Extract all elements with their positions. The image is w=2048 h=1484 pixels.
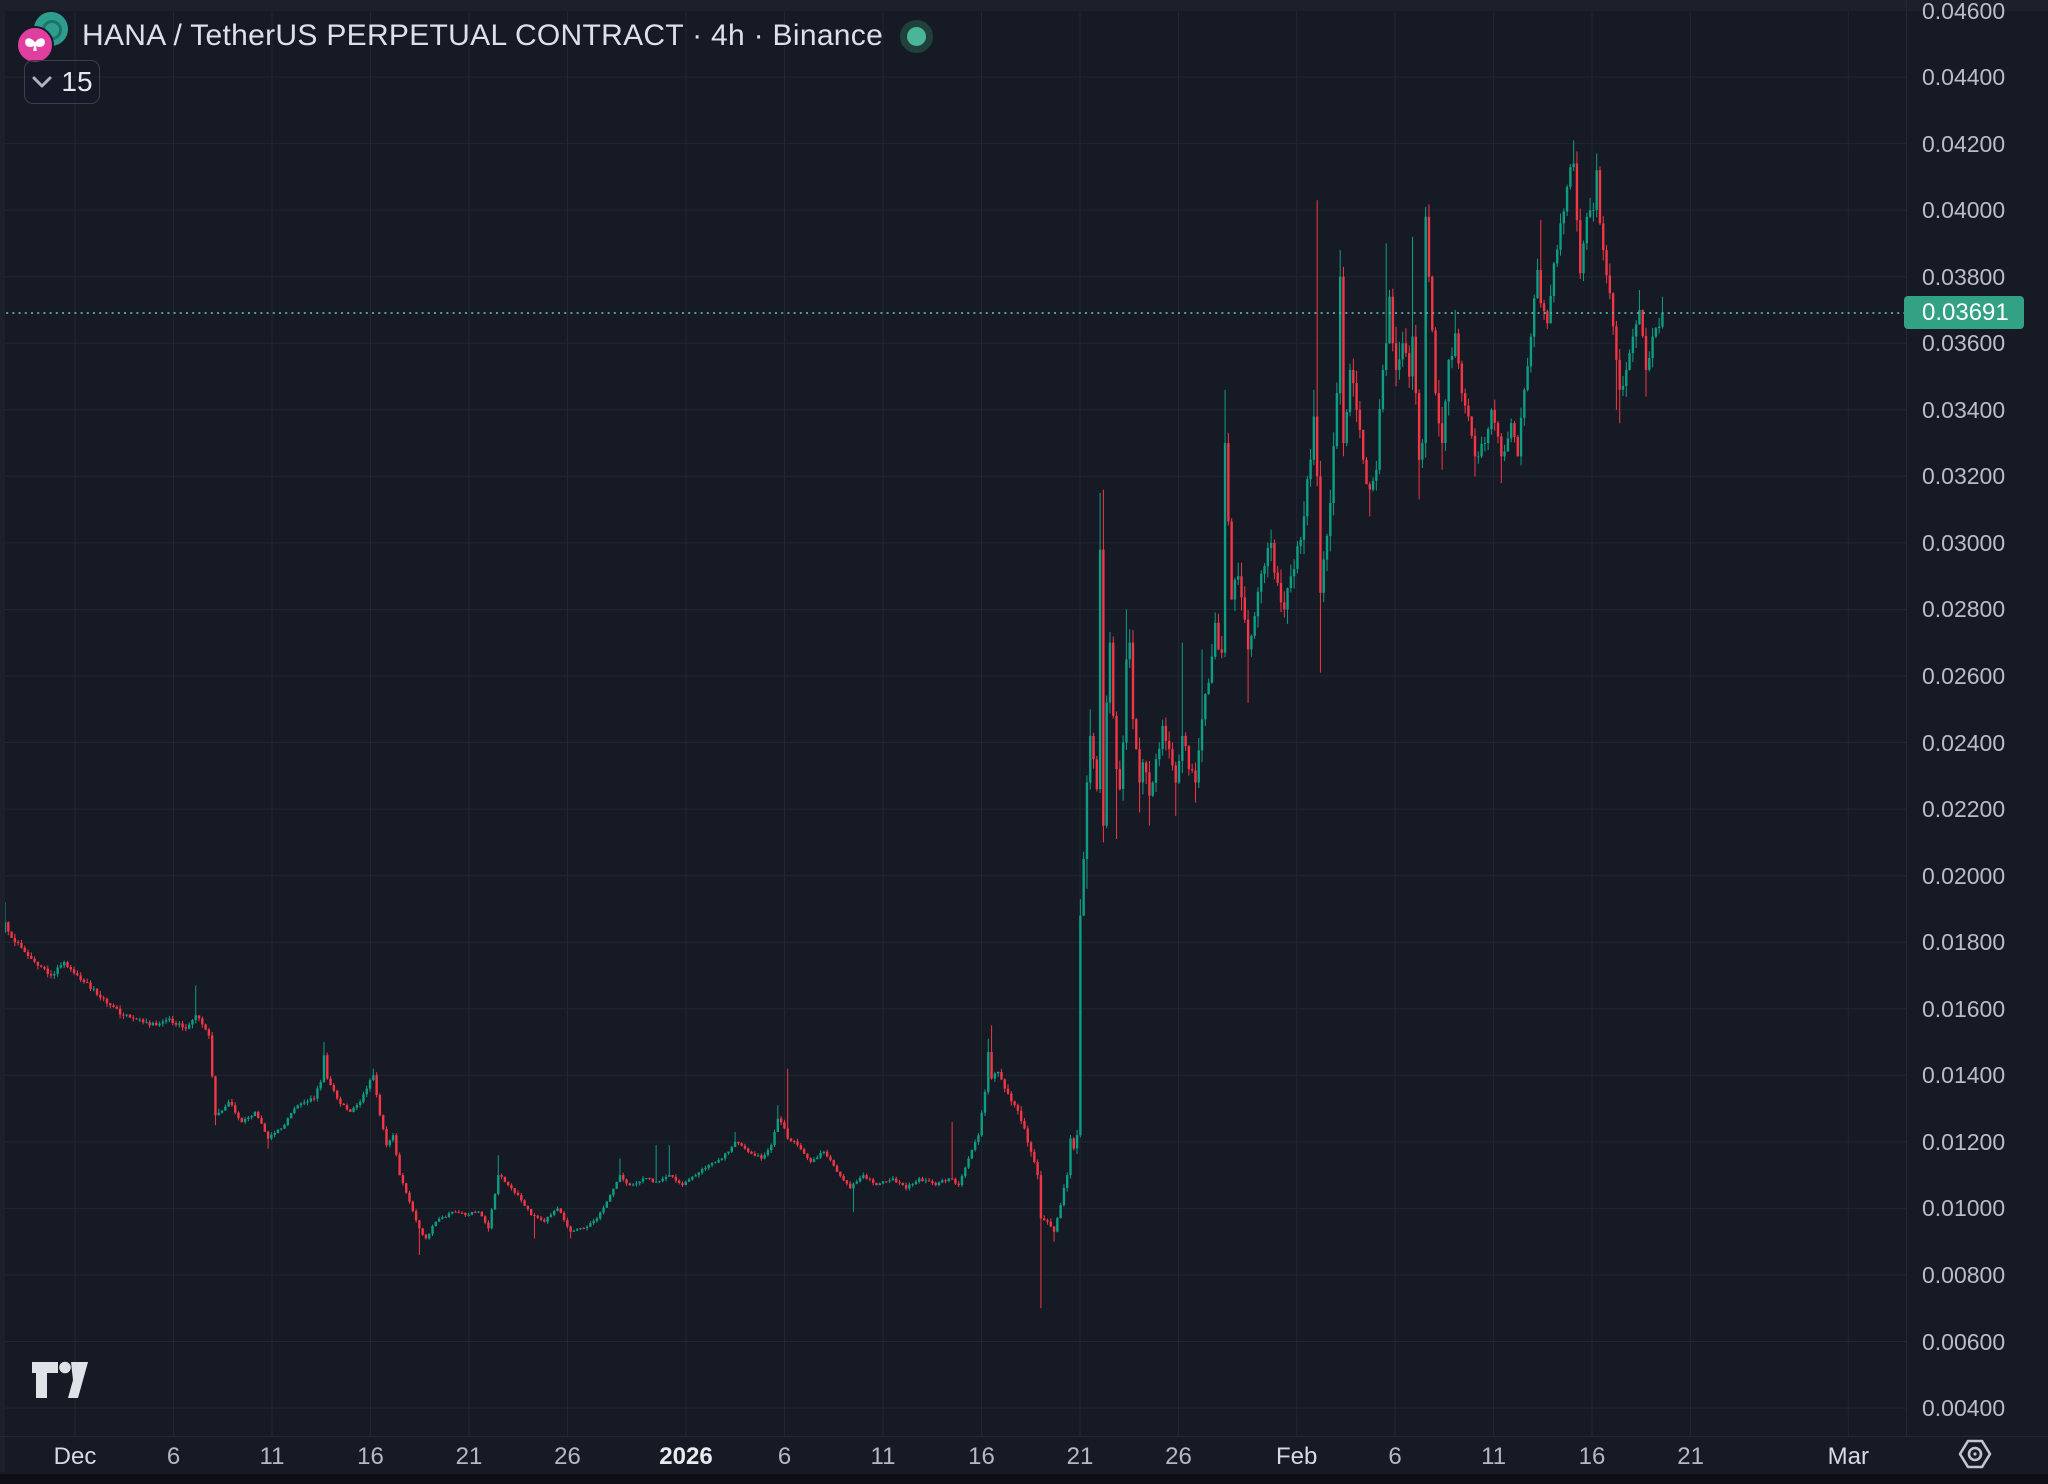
tradingview-logo[interactable]: [30, 1358, 92, 1409]
time-axis-label: 16: [1578, 1443, 1606, 1470]
price-axis-label: 0.01400: [1922, 1062, 2006, 1089]
price-axis-separator: [1906, 0, 1907, 1436]
time-axis-label: 11: [259, 1443, 285, 1470]
price-axis-label: 0.01000: [1922, 1195, 2006, 1222]
symbol-title[interactable]: HANA / TetherUS PERPETUAL CONTRACT · 4h …: [82, 19, 884, 52]
time-axis-label: Dec: [53, 1443, 97, 1470]
time-axis-label: 11: [870, 1443, 896, 1470]
time-axis-label: 21: [1066, 1443, 1094, 1470]
time-axis-label: 6: [166, 1443, 181, 1470]
last-price-tag: 0.03691: [1904, 296, 2024, 330]
time-axis-label: 6: [777, 1443, 792, 1470]
price-axis[interactable]: 0.03691 0.04600 0.04400 0.04200 0.04000 0.03…: [1904, 0, 2048, 1436]
bottom-edge: [0, 1474, 2048, 1484]
time-axis-label: 11: [1481, 1443, 1507, 1470]
time-axis-label: 16: [357, 1443, 384, 1470]
time-axis-separator: [0, 1436, 2048, 1437]
price-axis-label: 0.02400: [1922, 729, 2006, 756]
time-axis-label: 26: [554, 1443, 581, 1470]
price-axis-label: 0.01200: [1922, 1128, 2006, 1155]
grid: [0, 0, 1906, 1436]
price-axis-label: 0.03400: [1922, 396, 2006, 423]
price-axis-label: 0.03000: [1922, 529, 2006, 556]
top-toolbar-edge: [0, 0, 2048, 11]
price-axis-label: 0.00400: [1922, 1395, 2006, 1422]
time-axis-label: 26: [1165, 1443, 1192, 1470]
time-axis-label: 21: [455, 1443, 483, 1470]
time-axis-label: Feb: [1276, 1443, 1318, 1470]
price-axis-label: 0.01600: [1922, 995, 2006, 1022]
price-axis-label: 0.04200: [1922, 130, 2006, 157]
price-axis-label: 0.02000: [1922, 862, 2006, 889]
time-axis-label: 2026: [659, 1443, 713, 1470]
price-axis-label: 0.04400: [1922, 64, 2006, 91]
chart-settings-icon[interactable]: [1957, 1436, 1993, 1472]
price-axis-label: 0.02800: [1922, 596, 2006, 623]
timeframe-dropdown[interactable]: 15: [24, 60, 100, 104]
price-axis-label: 0.00600: [1922, 1328, 2006, 1355]
price-axis-label: 0.01800: [1922, 929, 2006, 956]
timeframe-label: 15: [61, 66, 93, 97]
base-coin-icon: [16, 26, 54, 64]
chevron-down-icon: [32, 76, 52, 88]
time-axis-label: 16: [968, 1443, 995, 1470]
price-axis-label: 0.03200: [1922, 463, 2006, 490]
market-open-status-dot: [907, 26, 927, 46]
price-axis-label: 0.03600: [1922, 330, 2006, 357]
time-axis-label: Mar: [1827, 1443, 1869, 1470]
price-axis-label: 0.04000: [1922, 197, 2006, 224]
pair-logo-icon: [16, 10, 70, 64]
time-axis-label: 6: [1388, 1443, 1402, 1470]
price-axis-label: 0.02600: [1922, 663, 2006, 689]
price-axis-label: 0.04600: [1922, 0, 2006, 24]
time-axis-label: 21: [1677, 1443, 1704, 1470]
left-toolbar-edge: [0, 0, 5, 1472]
time-axis[interactable]: Dec 6 11 16 21 26 2026 6 11 16 21 26 Feb 6 11 16 21 Mar: [0, 1437, 1906, 1474]
axis-corner: [1906, 1437, 2048, 1474]
candle-wicks: [4, 140, 1663, 1309]
price-axis-label: 0.02200: [1922, 796, 2006, 823]
symbol-header[interactable]: HANA / TetherUS PERPETUAL CONTRACT · 4h …: [16, 10, 927, 64]
price-axis-label: 0.00800: [1922, 1261, 2006, 1288]
candle-bodies: [3, 163, 1664, 1239]
price-axis-label: 0.03800: [1922, 263, 2006, 290]
